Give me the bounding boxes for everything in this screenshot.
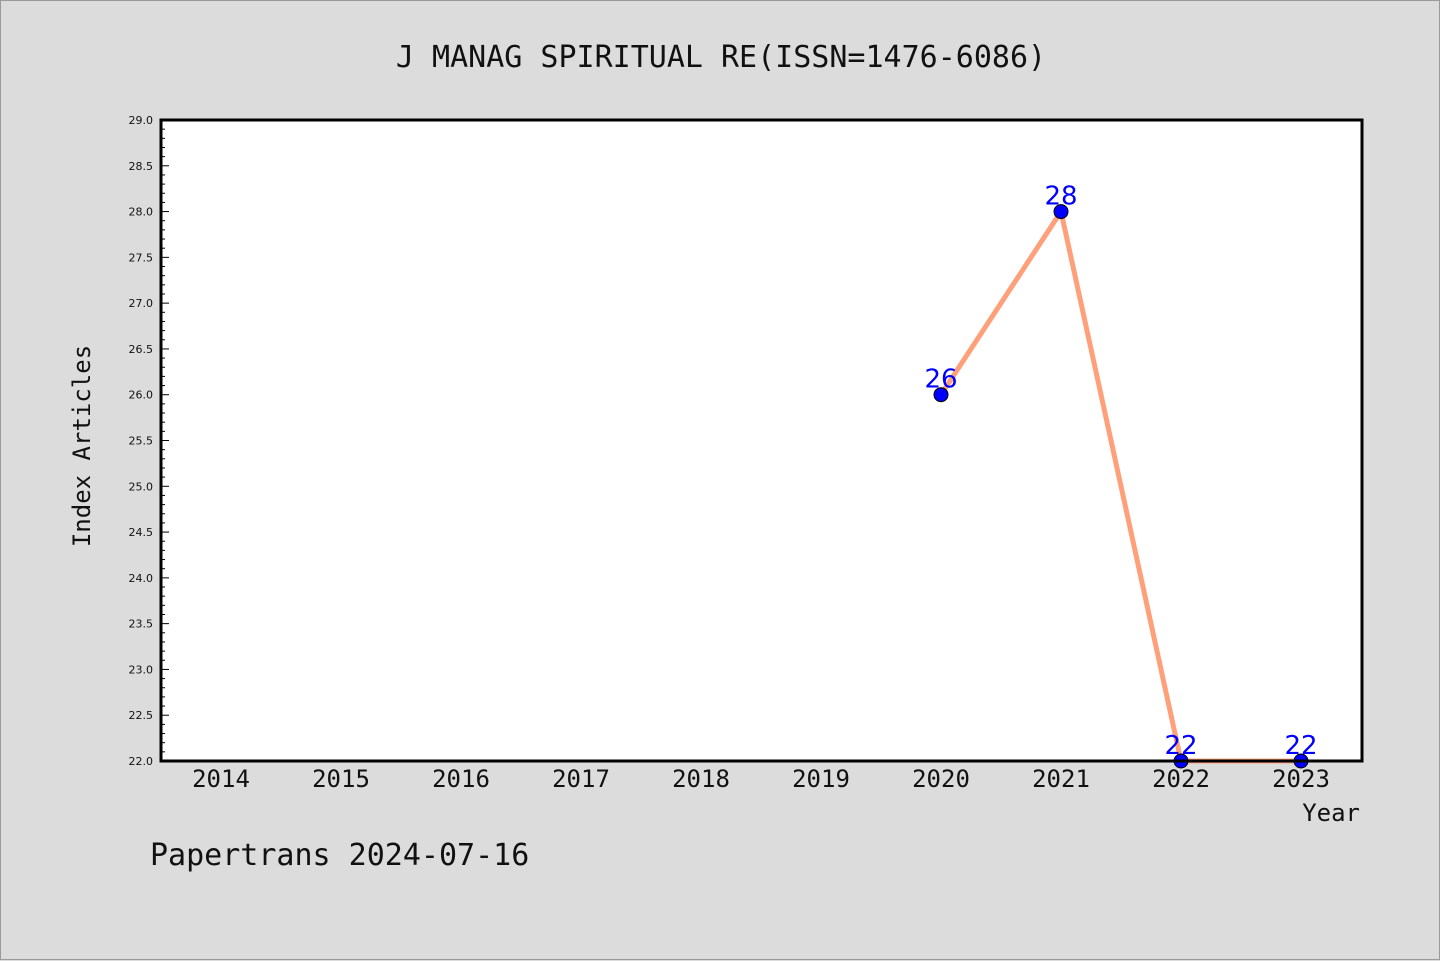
data-label: 26	[924, 365, 957, 395]
data-label: 28	[1044, 182, 1077, 212]
y-tick-label: 26.5	[129, 343, 154, 356]
data-label: 22	[1284, 731, 1317, 761]
y-tick-label: 22.5	[129, 709, 154, 722]
x-tick-label: 2022	[1152, 765, 1210, 793]
data-point-marker	[933, 387, 949, 403]
x-axis-ticks: 2014 2015 2016 2017 2018 2019 2020 2021 2022 2023	[192, 765, 1330, 793]
x-tick-label: 2020	[912, 765, 970, 793]
chart-title: J MANAG SPIRITUAL RE(ISSN=1476-6086)	[396, 40, 1046, 75]
y-tick-label: 22.0	[129, 755, 154, 768]
y-tick-label: 28.5	[129, 160, 154, 173]
x-tick-label: 2014	[192, 765, 250, 793]
y-tick-label: 27.0	[129, 297, 154, 310]
y-tick-label: 27.5	[129, 251, 154, 264]
x-tick-label: 2019	[792, 765, 850, 793]
plot-area	[161, 120, 1362, 761]
x-tick-label: 2023	[1272, 765, 1330, 793]
y-tick-label: 24.5	[129, 526, 154, 539]
x-tick-label: 2021	[1032, 765, 1090, 793]
data-point-marker	[1053, 204, 1069, 220]
x-tick-label: 2015	[312, 765, 370, 793]
y-tick-label: 24.0	[129, 572, 154, 585]
y-tick-label: 28.0	[129, 206, 154, 219]
x-axis-label: Year	[1302, 799, 1360, 827]
y-axis-label: Index Articles	[68, 345, 96, 547]
data-label: 22	[1164, 731, 1197, 761]
y-tick-label: 26.0	[129, 389, 154, 402]
y-tick-label: 29.0	[129, 114, 154, 127]
y-tick-label: 25.5	[129, 435, 154, 448]
y-tick-label: 25.0	[129, 480, 154, 493]
y-tick-label: 23.5	[129, 618, 154, 631]
x-tick-label: 2018	[672, 765, 730, 793]
plot-border	[159, 118, 1364, 763]
footer-text: Papertrans 2024-07-16	[150, 838, 529, 873]
y-tick-label: 23.0	[129, 663, 154, 676]
x-tick-label: 2017	[552, 765, 610, 793]
x-tick-label: 2016	[432, 765, 490, 793]
